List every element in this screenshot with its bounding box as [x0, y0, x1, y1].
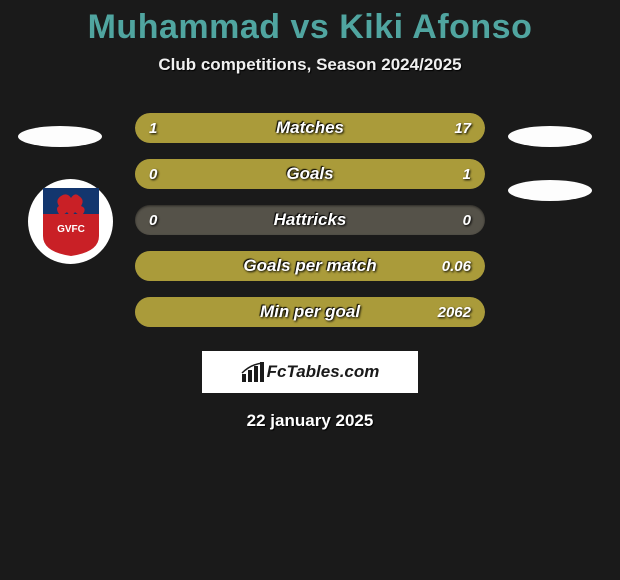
- stat-label: Min per goal: [135, 297, 485, 327]
- stat-bar: Hattricks0 0: [135, 205, 485, 235]
- stat-value-right: 2062: [438, 297, 471, 327]
- stat-value-right: 17: [454, 113, 471, 143]
- club-badge: GVFC: [28, 179, 113, 264]
- stat-value-right: 1: [463, 159, 471, 189]
- placeholder-ellipse: [508, 180, 592, 201]
- stat-label: Hattricks: [135, 205, 485, 235]
- stat-bar: Min per goal2062: [135, 297, 485, 327]
- comparison-bars: Matches117Goals01Hattricks00Goals per ma…: [135, 113, 485, 327]
- stat-label: Goals: [135, 159, 485, 189]
- stat-bar: Goals0 1: [135, 159, 485, 189]
- stat-value-left: 0: [149, 205, 157, 235]
- page-title: Muhammad vs Kiki Afonso: [0, 0, 620, 47]
- stat-bar: Goals per match0.06: [135, 251, 485, 281]
- placeholder-ellipse: [508, 126, 592, 147]
- stat-value-left: 1: [149, 113, 157, 143]
- club-crest: GVFC: [41, 186, 101, 258]
- placeholder-ellipse: [18, 126, 102, 147]
- stat-value-left: 0: [149, 159, 157, 189]
- date-text: 22 january 2025: [0, 411, 620, 431]
- stat-label: Matches: [135, 113, 485, 143]
- fctables-label: FcTables.com: [267, 362, 380, 382]
- subtitle: Club competitions, Season 2024/2025: [0, 55, 620, 75]
- fctables-watermark: FcTables.com: [202, 351, 418, 393]
- stat-label: Goals per match: [135, 251, 485, 281]
- stat-value-right: 0.06: [442, 251, 471, 281]
- svg-text:GVFC: GVFC: [57, 224, 85, 235]
- stat-value-right: 0: [463, 205, 471, 235]
- bar-chart-icon: [241, 362, 265, 382]
- stat-bar: Matches1 17: [135, 113, 485, 143]
